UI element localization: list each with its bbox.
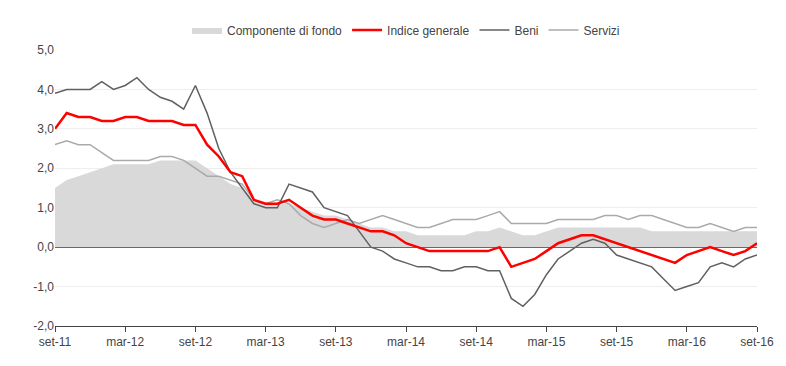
- svg-text:Componente di fondo: Componente di fondo: [227, 24, 342, 38]
- svg-text:Beni: Beni: [514, 24, 538, 38]
- svg-text:set-12: set-12: [179, 335, 213, 349]
- svg-text:set-13: set-13: [319, 335, 353, 349]
- svg-text:-2,0: -2,0: [33, 319, 54, 333]
- svg-text:set-11: set-11: [39, 335, 72, 349]
- svg-text:2,0: 2,0: [37, 161, 54, 175]
- svg-text:mar-13: mar-13: [247, 335, 285, 349]
- svg-text:set-15: set-15: [600, 335, 634, 349]
- svg-text:mar-15: mar-15: [527, 335, 565, 349]
- svg-text:5,0: 5,0: [37, 43, 54, 57]
- svg-text:set-14: set-14: [460, 335, 494, 349]
- svg-text:mar-12: mar-12: [106, 335, 144, 349]
- svg-text:0,0: 0,0: [37, 240, 54, 254]
- svg-text:3,0: 3,0: [37, 122, 54, 136]
- svg-text:mar-14: mar-14: [387, 335, 425, 349]
- svg-text:Servizi: Servizi: [583, 24, 619, 38]
- svg-text:Indice generale: Indice generale: [387, 24, 469, 38]
- svg-text:set-16: set-16: [740, 335, 774, 349]
- svg-text:mar-16: mar-16: [668, 335, 706, 349]
- svg-text:4,0: 4,0: [37, 83, 54, 97]
- svg-text:-1,0: -1,0: [33, 280, 54, 294]
- svg-text:1,0: 1,0: [37, 201, 54, 215]
